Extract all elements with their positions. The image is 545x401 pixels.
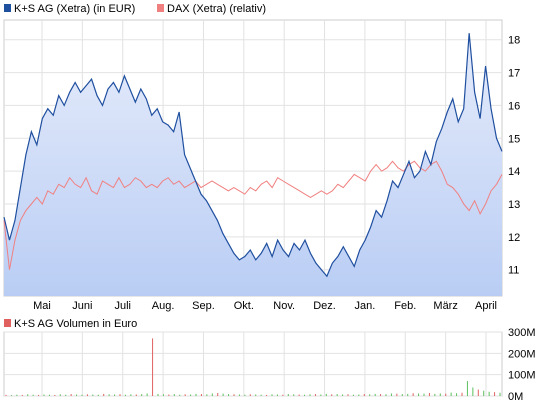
y-tick-label: 12 (508, 232, 520, 244)
volume-y-tick-label: 100M (508, 370, 536, 382)
ks-area-fill (4, 33, 502, 297)
y-tick-label: 13 (508, 199, 520, 211)
volume-legend-swatch (4, 319, 11, 327)
chart-legend: K+S AG (Xetra) (in EUR) DAX (Xetra) (rel… (4, 3, 266, 15)
y-tick-label: 14 (508, 166, 520, 178)
x-tick-label: Okt. (234, 300, 254, 312)
legend-swatch-ks (4, 4, 11, 12)
legend-swatch-dax (157, 4, 164, 12)
x-tick-label: Aug. (152, 300, 175, 312)
x-tick-label: Dez. (313, 300, 336, 312)
volume-y-tick-label: 200M (508, 348, 536, 360)
main-x-axis: Mai Juni Juli Aug. Sep. Okt. Nov. Dez. Jan. Feb. M… (33, 300, 497, 312)
y-tick-label: 18 (508, 35, 520, 47)
volume-y-tick-label: 300M (508, 327, 536, 339)
y-tick-label: 11 (508, 265, 519, 277)
volume-bars (5, 338, 501, 396)
x-tick-label: Juli (114, 300, 131, 312)
volume-plot-frame (3, 331, 503, 397)
legend-label-ks: K+S AG (Xetra) (in EUR) (14, 3, 135, 15)
y-tick-label: 15 (508, 133, 520, 145)
volume-title: K+S AG Volumen in Euro (14, 318, 137, 330)
dax-series-line (3, 160, 503, 270)
ks-series-line (3, 33, 503, 278)
y-tick-label: 16 (508, 100, 520, 112)
y-tick-label: 17 (508, 68, 520, 80)
x-tick-label: April (475, 300, 497, 312)
x-tick-label: März (433, 300, 457, 312)
volume-y-axis: 300M 200M 100M 0M (508, 327, 536, 401)
x-tick-label: Mai (33, 300, 51, 312)
x-tick-label: Nov. (273, 300, 295, 312)
x-tick-label: Feb. (394, 300, 416, 312)
x-tick-label: Juni (72, 300, 92, 312)
x-tick-label: Jan. (355, 300, 376, 312)
volume-y-tick-label: 0M (508, 391, 523, 401)
x-tick-label: Sep. (192, 300, 215, 312)
legend-label-dax: DAX (Xetra) (relativ) (167, 3, 266, 15)
main-y-axis: 11 12 13 14 15 16 17 18 (508, 35, 520, 277)
